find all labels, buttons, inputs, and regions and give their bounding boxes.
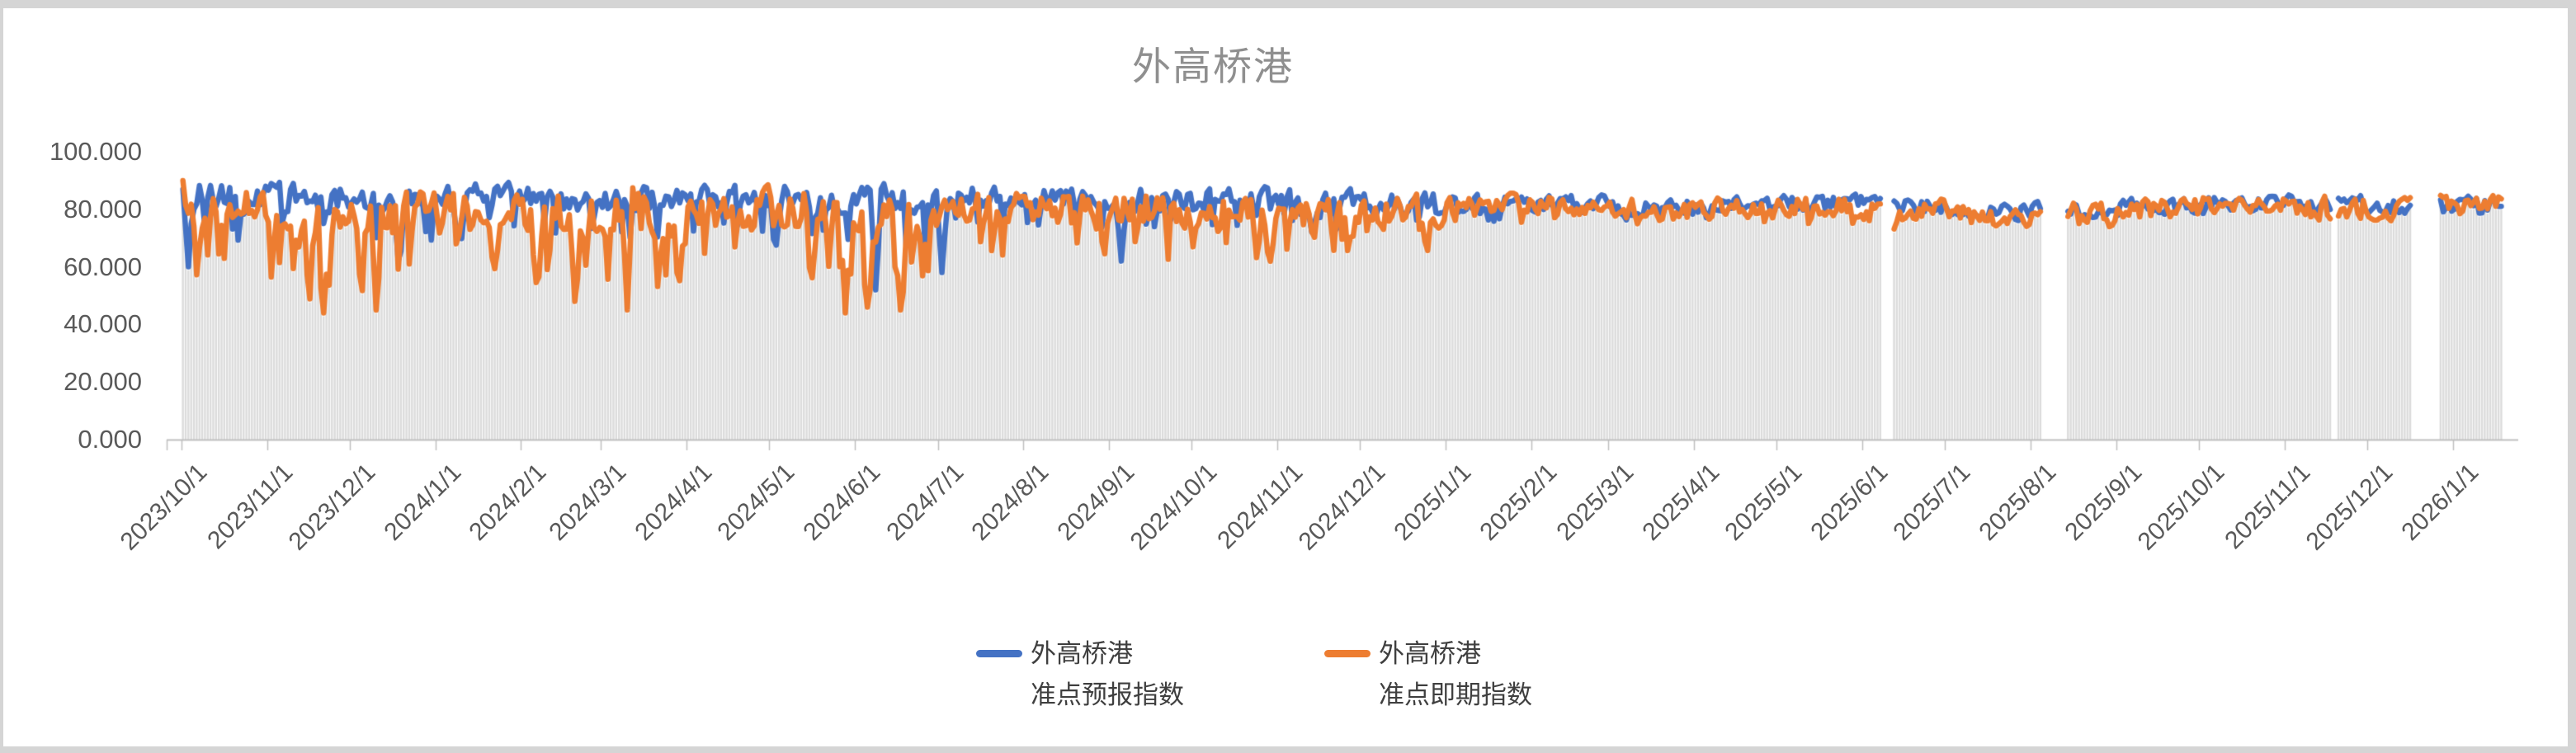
legend-label-spot-line2: 准点即期指数 (1379, 680, 1532, 709)
legend-label-forecast: 外高桥港 准点预报指数 (1031, 633, 1184, 716)
legend-item-spot: 外高桥港 准点即期指数 (1324, 633, 1532, 716)
legend-label-forecast-line1: 外高桥港 (1031, 639, 1133, 668)
legend-label-forecast-line2: 准点预报指数 (1031, 680, 1184, 709)
chart-title: 外高桥港 (1132, 45, 1294, 88)
forecast-line-swatch (976, 650, 1022, 657)
frame-edge-bottom (0, 746, 2576, 753)
legend-label-spot-line1: 外高桥港 (1379, 639, 1481, 668)
y-axis-label: 20.000 (64, 367, 142, 397)
y-axis-label: 40.000 (64, 309, 142, 339)
legend-item-forecast: 外高桥港 准点预报指数 (976, 633, 1184, 716)
y-axis-label: 80.000 (64, 194, 142, 224)
frame-edge-top (0, 0, 2576, 8)
frame-edge-right (2568, 0, 2576, 753)
y-axis-label: 60.000 (64, 252, 142, 281)
y-axis-label: 100.000 (49, 137, 142, 166)
legend: 外高桥港 准点预报指数 外高桥港 准点即期指数 (976, 633, 1532, 716)
spot-line-swatch (1324, 650, 1371, 657)
frame-edge-left (0, 0, 3, 753)
legend-label-spot: 外高桥港 准点即期指数 (1379, 633, 1532, 716)
y-axis-label: 0.000 (78, 425, 142, 454)
